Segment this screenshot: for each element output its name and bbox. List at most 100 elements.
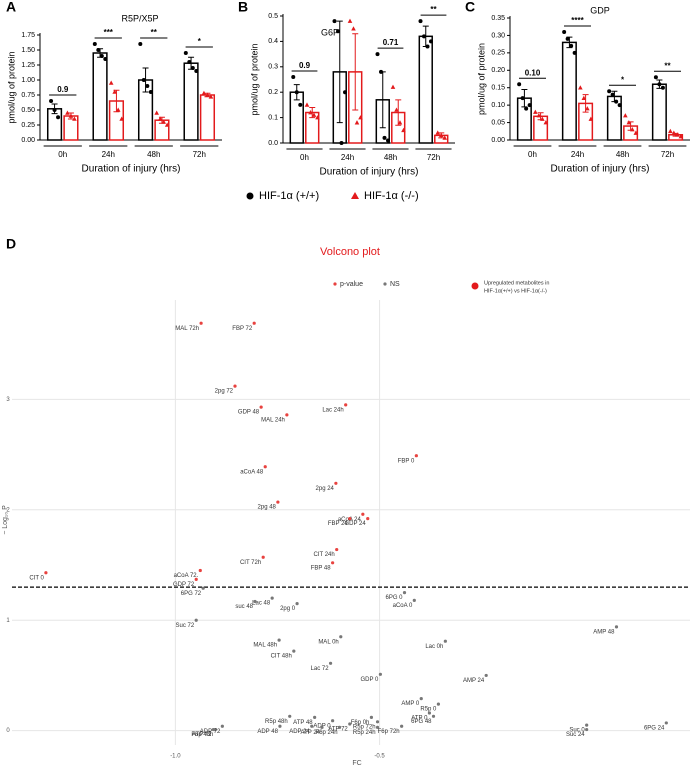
- data-point: [517, 82, 522, 87]
- x-tick-label: 72h: [661, 150, 674, 159]
- data-point: [211, 727, 215, 732]
- point-label: CIT 24h: [313, 552, 334, 558]
- data-point: [375, 725, 380, 729]
- error-bar: [336, 20, 343, 124]
- point-label: MAL 0h: [318, 639, 338, 645]
- data-point: [397, 120, 403, 125]
- significance-label: **: [151, 28, 158, 37]
- x-tick-label: 0h: [58, 150, 67, 159]
- point-label: F6p 0h: [351, 720, 370, 726]
- y-tick-label: 0.5: [268, 13, 278, 20]
- data-point: [190, 66, 195, 70]
- data-point: [72, 116, 77, 121]
- y-tick-label: 0.3: [268, 64, 278, 71]
- y-tick-label: 0.25: [491, 50, 505, 57]
- data-point: [386, 138, 391, 143]
- data-point: [617, 103, 622, 108]
- data-point: [436, 702, 441, 706]
- x-tick-label: 48h: [616, 150, 629, 159]
- data-point: [288, 714, 292, 718]
- data-point: [292, 649, 296, 653]
- data-point: [44, 571, 48, 575]
- data-point: [331, 561, 335, 565]
- point-label: aCoA 48: [240, 469, 264, 475]
- data-point: [259, 405, 263, 409]
- point-label: CIT 72h: [240, 560, 261, 566]
- y-tick-label: 0.1: [268, 114, 278, 121]
- x-tick-label: 0h: [300, 153, 309, 162]
- point-label: suc 48: [235, 604, 253, 610]
- data-point: [208, 94, 214, 99]
- data-point: [572, 50, 577, 55]
- data-point: [99, 54, 104, 58]
- data-point: [375, 720, 380, 724]
- y-tick-label: 0.15: [491, 85, 505, 92]
- y-tick-label: 0.0: [268, 140, 278, 147]
- data-point: [201, 90, 207, 95]
- data-point: [49, 99, 54, 103]
- data-point: [402, 591, 407, 595]
- data-point: [438, 132, 444, 138]
- legend-label: HIF-1α (-/-): [364, 190, 419, 202]
- data-point: [664, 721, 668, 725]
- panel-letter: C: [465, 0, 475, 15]
- x-axis-label: Duration of injury (hrs): [82, 164, 181, 175]
- panel-letter: A: [6, 0, 16, 15]
- point-label: ADP 24: [289, 729, 310, 735]
- data-point: [253, 599, 257, 604]
- data-point: [233, 384, 237, 388]
- data-point: [354, 120, 360, 125]
- data-point: [369, 715, 374, 719]
- y-tick-label: 0.2: [268, 89, 278, 96]
- data-point: [536, 113, 542, 118]
- data-point: [484, 673, 488, 678]
- data-point: [378, 672, 383, 676]
- y-tick-label: 0.00: [21, 137, 35, 144]
- legend-label: p-value: [340, 281, 363, 288]
- legend-label: HIF-1α (+/+): [259, 190, 319, 202]
- significance-label: *: [621, 75, 625, 84]
- bar: [606, 95, 622, 141]
- data-point: [119, 116, 124, 121]
- x-tick-label: 72h: [193, 150, 206, 159]
- bar: [199, 94, 216, 141]
- data-point: [194, 577, 198, 581]
- data-point: [581, 95, 587, 100]
- data-point: [65, 110, 70, 115]
- point-label: F6p 72h: [378, 729, 400, 735]
- data-point: [194, 69, 199, 73]
- data-point: [427, 711, 432, 715]
- y-tick-label: 0.35: [491, 15, 505, 22]
- data-point: [183, 51, 188, 55]
- data-point: [201, 586, 205, 590]
- data-point: [334, 481, 338, 485]
- data-point: [277, 638, 281, 642]
- point-label: GDP 72: [173, 582, 195, 588]
- data-point: [585, 106, 590, 111]
- data-point: [435, 130, 441, 135]
- data-point: [344, 403, 348, 407]
- data-point: [295, 602, 299, 606]
- point-label: aCoA 72.: [174, 573, 199, 579]
- data-point: [400, 724, 404, 728]
- data-point: [585, 727, 589, 732]
- data-point: [138, 42, 143, 46]
- data-point: [425, 44, 430, 49]
- legend-label: NS: [390, 281, 400, 288]
- significance-label: **: [664, 61, 671, 70]
- data-point: [348, 517, 352, 521]
- data-point: [92, 42, 97, 46]
- bar: [651, 83, 667, 141]
- data-point: [313, 715, 317, 719]
- point-label: Suc 0: [569, 728, 585, 734]
- x-tick-label: -0.5: [374, 754, 385, 760]
- data-point: [382, 135, 387, 140]
- data-point: [533, 109, 538, 114]
- x-axis-label: FC: [352, 760, 361, 767]
- data-point: [429, 39, 434, 44]
- chart-title: GDP: [590, 5, 610, 15]
- data-point: [366, 517, 370, 521]
- x-tick-label: 24h: [571, 150, 584, 159]
- point-label: GDP 48: [238, 410, 260, 416]
- data-point: [443, 639, 447, 643]
